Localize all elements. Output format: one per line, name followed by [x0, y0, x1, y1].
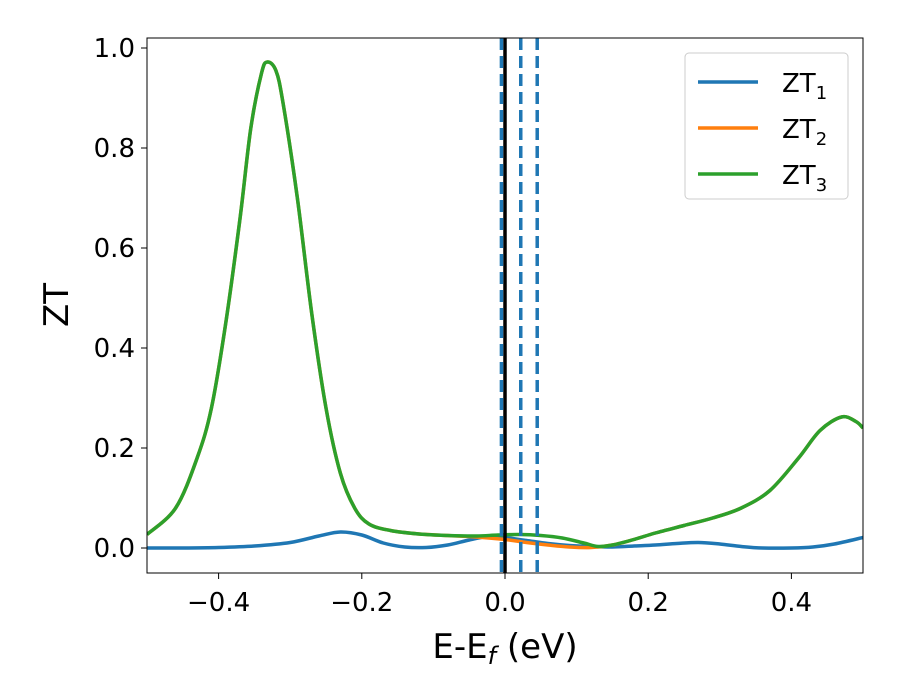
- y-tick-label: 1.0: [94, 34, 135, 64]
- series-layer: [147, 60, 863, 550]
- legend-label-zt1: ZT1: [782, 69, 827, 104]
- legend: ZT1 ZT2 ZT3: [684, 52, 849, 200]
- y-tick-label: 0.0: [94, 534, 135, 564]
- legend-label-zt2: ZT2: [782, 115, 827, 150]
- x-tick-label: 0.2: [628, 588, 669, 618]
- x-tick-label: −0.2: [330, 588, 393, 618]
- x-axis-ticks: −0.4 −0.2 0.0 0.2 0.4: [187, 573, 812, 618]
- vertical-lines-layer: [499, 38, 539, 573]
- legend-box: [684, 52, 849, 200]
- x-tick-label: −0.4: [187, 588, 250, 618]
- x-axis-label: E-Ef (eV): [432, 627, 577, 670]
- y-tick-label: 0.2: [94, 434, 135, 464]
- x-tick-label: 0.4: [771, 588, 812, 618]
- x-tick-label: 0.0: [484, 588, 525, 618]
- y-axis-label: ZT: [37, 283, 77, 327]
- series-line-zt3: [147, 60, 863, 549]
- y-axis-ticks: 0.0 0.2 0.4 0.6 0.8 1.0: [94, 34, 147, 564]
- y-tick-label: 0.8: [94, 134, 135, 164]
- legend-label-zt3: ZT3: [782, 161, 827, 196]
- series-line-zt1: [147, 530, 863, 550]
- y-tick-label: 0.6: [94, 234, 135, 264]
- y-tick-label: 0.4: [94, 334, 135, 364]
